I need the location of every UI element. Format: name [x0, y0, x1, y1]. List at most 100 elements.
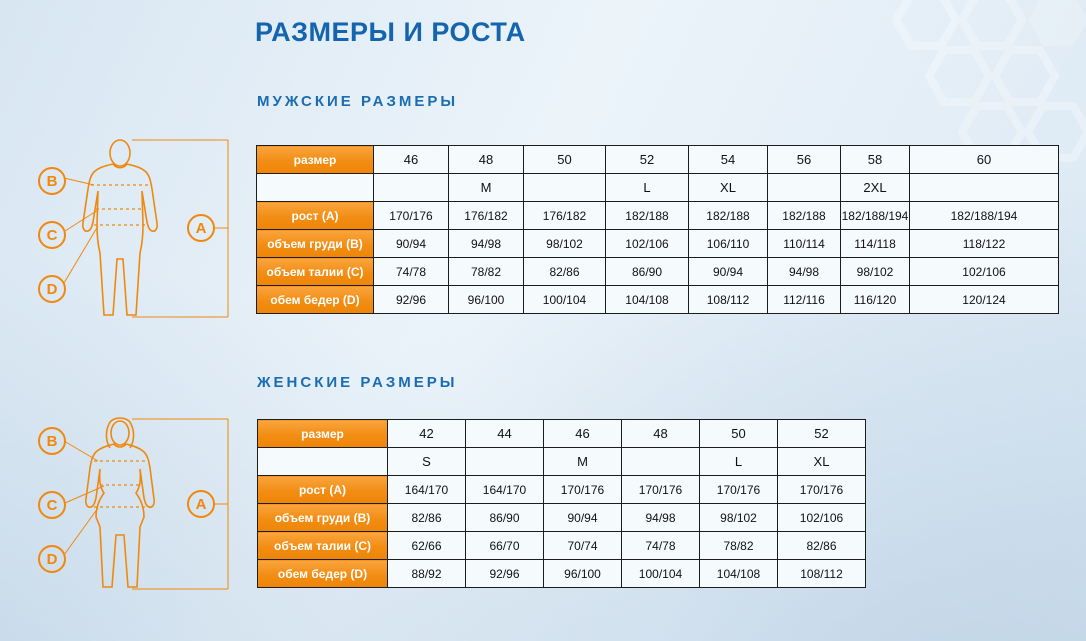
row-label-cell: объем груди (B) [256, 229, 374, 258]
size-header-cell: размер [256, 145, 374, 174]
value-cell: 82/86 [387, 503, 466, 532]
value-cell: 104/108 [699, 559, 778, 588]
figure-body-outline [82, 163, 158, 316]
mens-measurement-figure: B C D A [28, 133, 246, 334]
label-b-badge [38, 427, 66, 455]
letter-spacer-cell [257, 447, 388, 476]
letter-size-cell [465, 447, 544, 476]
value-cell: 104/108 [605, 285, 689, 314]
value-cell: 70/74 [543, 531, 622, 560]
value-cell: 94/98 [767, 257, 841, 286]
value-cell: 164/170 [387, 475, 466, 504]
row-label-cell: обем бедер (D) [256, 285, 374, 314]
row-label-cell: обем бедер (D) [257, 559, 388, 588]
value-cell: 96/100 [448, 285, 524, 314]
value-cell: 86/90 [465, 503, 544, 532]
value-cell: 176/182 [523, 201, 606, 230]
letter-size-cell [373, 173, 449, 202]
figure-hair [105, 417, 135, 449]
value-cell: 182/188 [688, 201, 768, 230]
value-cell: 82/86 [777, 531, 866, 560]
size-cell: 46 [543, 419, 622, 448]
value-cell: 106/110 [688, 229, 768, 258]
value-cell: 86/90 [605, 257, 689, 286]
letter-size-cell [767, 173, 841, 202]
leader-d [63, 225, 99, 284]
mens-size-table: размер 46 48 50 52 54 56 58 60 M L XL 2XL рост (A) 170… [256, 145, 1059, 314]
mens-section-heading: МУЖСКИЕ РАЗМЕРЫ [257, 93, 459, 110]
row-label-cell: рост (A) [256, 201, 374, 230]
leader-b [63, 440, 99, 462]
label-c-badge [38, 221, 66, 249]
value-cell: 102/106 [605, 229, 689, 258]
figure-head [110, 420, 130, 446]
size-cell: 58 [840, 145, 910, 174]
letter-size-cell [621, 447, 700, 476]
value-cell: 100/104 [621, 559, 700, 588]
value-cell: 98/102 [840, 257, 910, 286]
size-cell: 54 [688, 145, 768, 174]
size-cell: 56 [767, 145, 841, 174]
value-cell: 92/96 [373, 285, 449, 314]
value-cell: 82/86 [523, 257, 606, 286]
value-cell: 90/94 [688, 257, 768, 286]
letter-size-cell [909, 173, 1059, 202]
figure-head [109, 139, 131, 167]
label-b-badge [38, 167, 66, 195]
label-d-badge [38, 275, 66, 303]
size-cell: 50 [699, 419, 778, 448]
size-cell: 60 [909, 145, 1059, 174]
value-cell: 120/124 [909, 285, 1059, 314]
label-a-text: A [196, 220, 207, 237]
size-cell: 48 [448, 145, 524, 174]
value-cell: 170/176 [777, 475, 866, 504]
value-cell: 98/102 [699, 503, 778, 532]
size-cell: 50 [523, 145, 606, 174]
value-cell: 182/188/194 [909, 201, 1059, 230]
value-cell: 66/70 [465, 531, 544, 560]
letter-size-cell: M [543, 447, 622, 476]
value-cell: 182/188 [767, 201, 841, 230]
value-cell: 118/122 [909, 229, 1059, 258]
row-label-cell: рост (A) [257, 475, 388, 504]
value-cell: 94/98 [621, 503, 700, 532]
size-header-cell: размер [257, 419, 388, 448]
figure-body-outline [85, 443, 155, 588]
value-cell: 78/82 [699, 531, 778, 560]
label-a-badge [187, 214, 215, 242]
row-label-cell: объем груди (B) [257, 503, 388, 532]
letter-size-cell: S [387, 447, 466, 476]
womens-measurement-figure: B C D A [28, 411, 246, 608]
row-label-cell: объем талии (C) [256, 257, 374, 286]
page-title: РАЗМЕРЫ И РОСТА [255, 17, 526, 47]
value-cell: 170/176 [699, 475, 778, 504]
value-cell: 108/112 [777, 559, 866, 588]
value-cell: 78/82 [448, 257, 524, 286]
label-d-text: D [47, 281, 58, 298]
size-cell: 46 [373, 145, 449, 174]
womens-size-table: размер 42 44 46 48 50 52 S M L XL рост (A) 164/170 16… [257, 419, 866, 588]
value-cell: 98/102 [523, 229, 606, 258]
letter-size-cell: L [605, 173, 689, 202]
label-b-text: B [47, 173, 58, 190]
value-cell: 108/112 [688, 285, 768, 314]
value-cell: 100/104 [523, 285, 606, 314]
value-cell: 94/98 [448, 229, 524, 258]
letter-size-cell: XL [777, 447, 866, 476]
value-cell: 182/188 [605, 201, 689, 230]
letter-size-cell: 2XL [840, 173, 910, 202]
letter-size-cell: XL [688, 173, 768, 202]
value-cell: 62/66 [387, 531, 466, 560]
value-cell: 92/96 [465, 559, 544, 588]
value-cell: 114/118 [840, 229, 910, 258]
value-cell: 170/176 [373, 201, 449, 230]
label-d-text: D [47, 551, 58, 568]
value-cell: 176/182 [448, 201, 524, 230]
value-cell: 164/170 [465, 475, 544, 504]
letter-size-cell [523, 173, 606, 202]
value-cell: 110/114 [767, 229, 841, 258]
value-cell: 116/120 [840, 285, 910, 314]
value-cell: 170/176 [543, 475, 622, 504]
size-cell: 42 [387, 419, 466, 448]
size-cell: 48 [621, 419, 700, 448]
